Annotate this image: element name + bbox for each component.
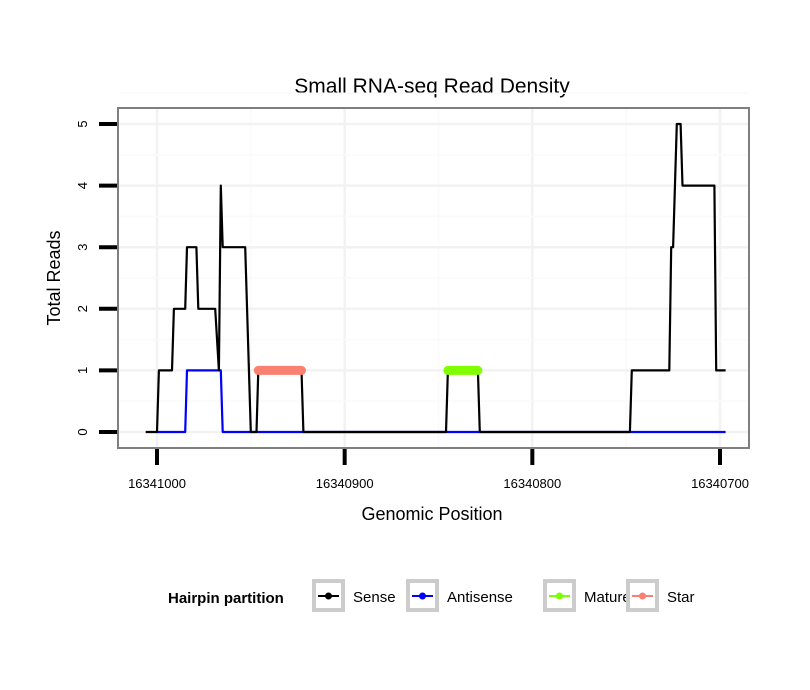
x-axis: 16341000 16340900 16340800 16340700	[128, 449, 749, 491]
y-axis: 0 1 2 3 4 5	[75, 120, 117, 436]
y-tick-label: 4	[75, 182, 90, 189]
series-layer	[145, 122, 726, 434]
x-axis-title: Genomic Position	[361, 504, 502, 524]
y-tick-label: 3	[75, 244, 90, 251]
legend-key-point	[639, 592, 646, 600]
y-tick-label: 0	[75, 428, 90, 435]
x-tick-label: 16340900	[316, 476, 374, 491]
y-tick-label: 5	[75, 120, 90, 127]
legend-item-star: Star	[626, 579, 695, 612]
x-tick-label: 16340700	[691, 476, 749, 491]
x-tick-label: 16340800	[503, 476, 561, 491]
legend-title: Hairpin partition	[168, 590, 284, 607]
legend-item-mature: Mature	[543, 579, 631, 612]
legend-item-sense: Sense	[312, 579, 396, 612]
legend-label: Mature	[584, 589, 631, 606]
legend-item-antisense: Antisense	[406, 579, 513, 612]
legend: Hairpin partition Sense Antisense Mature St…	[168, 579, 695, 612]
legend-key-point	[556, 592, 563, 600]
legend-key-point	[325, 592, 332, 600]
chart-title: Small RNA-seq Read Density	[294, 75, 570, 98]
legend-label: Star	[667, 589, 695, 606]
legend-key-point	[419, 592, 426, 600]
y-axis-title: Total Reads	[44, 230, 64, 325]
y-tick-label: 1	[75, 367, 90, 374]
legend-label: Antisense	[447, 589, 513, 606]
legend-label: Sense	[353, 589, 396, 606]
x-tick-label: 16341000	[128, 476, 186, 491]
y-tick-label: 2	[75, 305, 90, 312]
